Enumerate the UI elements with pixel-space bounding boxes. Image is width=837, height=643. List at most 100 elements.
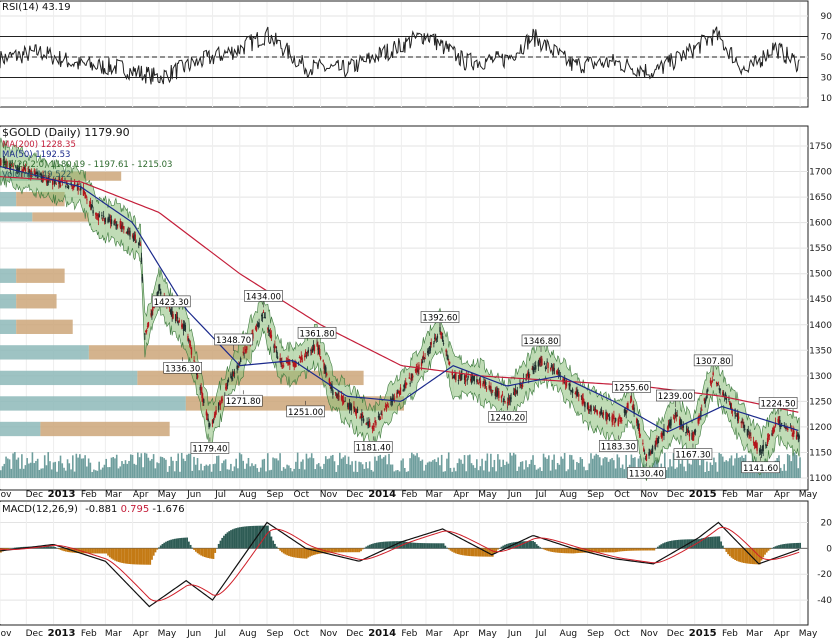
price-candle-body bbox=[193, 360, 194, 361]
volume-bar bbox=[413, 454, 415, 478]
volume-bar bbox=[241, 454, 243, 478]
price-candle-body bbox=[139, 240, 140, 241]
price-candle-body bbox=[320, 356, 321, 359]
volume-bar bbox=[174, 471, 176, 478]
volume-bar bbox=[320, 466, 322, 478]
volume-bar bbox=[105, 459, 107, 478]
price-x-tick-label: Aug bbox=[239, 490, 257, 500]
price-candle-body bbox=[477, 380, 478, 382]
price-candle-body bbox=[314, 346, 315, 351]
macd-histogram-bar bbox=[176, 539, 178, 549]
macd-histogram-bar bbox=[344, 548, 346, 552]
macd-histogram-bar bbox=[392, 541, 394, 548]
volume-bar bbox=[12, 453, 14, 478]
macd-histogram-bar bbox=[639, 548, 641, 550]
macd-histogram-bar bbox=[214, 548, 216, 553]
macd-histogram-bar bbox=[279, 548, 281, 550]
macd-x-tick-label: Aug bbox=[239, 629, 257, 639]
macd-histogram-bar bbox=[132, 548, 134, 564]
price-candle-body bbox=[535, 365, 536, 369]
volume-bar bbox=[23, 469, 25, 478]
price-candle-body bbox=[123, 226, 124, 229]
volume-bar bbox=[95, 470, 97, 478]
volume-bar bbox=[316, 464, 318, 478]
macd-x-tick-label: 2014 bbox=[368, 628, 396, 639]
macd-histogram-bar bbox=[411, 543, 413, 549]
macd-histogram-bar bbox=[286, 548, 288, 555]
volume-bar bbox=[689, 464, 691, 478]
volume-bar bbox=[685, 471, 687, 478]
macd-histogram-bar bbox=[378, 542, 380, 548]
macd-histogram-bar bbox=[197, 548, 199, 553]
macd-histogram-bar bbox=[736, 548, 738, 560]
price-candle-body bbox=[504, 401, 505, 402]
macd-legend-v1: -0.881 bbox=[85, 504, 117, 515]
macd-histogram-bar bbox=[285, 548, 287, 554]
volume-bar bbox=[239, 453, 241, 478]
macd-histogram-bar bbox=[790, 543, 792, 548]
volume-bar bbox=[718, 453, 720, 478]
price-candle-body bbox=[707, 390, 708, 391]
price-candle-body bbox=[517, 390, 518, 393]
macd-histogram-bar bbox=[530, 541, 532, 548]
price-candle-body bbox=[631, 399, 632, 401]
volume-bar bbox=[11, 469, 13, 478]
volume-bar bbox=[409, 458, 411, 478]
price-candle-body bbox=[490, 386, 491, 389]
volume-bar bbox=[787, 454, 789, 478]
volume-bar bbox=[516, 471, 518, 478]
macd-histogram-bar bbox=[680, 540, 682, 549]
macd-histogram-bar bbox=[676, 540, 678, 548]
macd-histogram-bar bbox=[743, 548, 745, 563]
price-x-tick-label: Jul bbox=[214, 490, 226, 500]
price-candle-body bbox=[756, 443, 757, 451]
volume-bar bbox=[608, 462, 610, 478]
price-candle-body bbox=[142, 277, 143, 282]
price-y-tick-label: 1750 bbox=[809, 142, 832, 152]
volume-bar bbox=[292, 471, 294, 478]
price-candle-body bbox=[639, 428, 640, 434]
volume-bar bbox=[738, 458, 740, 478]
macd-histogram-bar bbox=[357, 548, 359, 552]
macd-histogram-bar bbox=[497, 548, 499, 549]
price-candle-body bbox=[466, 375, 467, 377]
macd-histogram-bar bbox=[522, 541, 524, 548]
price-candle-body bbox=[178, 320, 179, 322]
volume-bar bbox=[669, 459, 671, 478]
price-x-tick-label: Apr bbox=[774, 490, 790, 500]
volume-bar bbox=[367, 468, 369, 478]
macd-x-tick-label: Jul bbox=[214, 629, 226, 639]
volume-bar bbox=[529, 464, 531, 478]
volume-by-price-green bbox=[0, 396, 186, 410]
volume-bar bbox=[457, 463, 459, 478]
price-candle-body bbox=[351, 404, 352, 410]
volume-bar bbox=[151, 459, 153, 478]
price-x-tick-label: Jul bbox=[535, 490, 547, 500]
volume-bar bbox=[186, 455, 188, 478]
price-candle-body bbox=[683, 425, 684, 427]
price-candle-body bbox=[642, 443, 643, 444]
macd-histogram-bar bbox=[63, 548, 65, 551]
macd-histogram-bar bbox=[283, 548, 285, 553]
price-candle-body bbox=[590, 406, 591, 412]
volume-bar bbox=[7, 458, 9, 478]
macd-histogram-bar bbox=[246, 526, 248, 548]
volume-bar bbox=[211, 472, 213, 478]
volume-bar bbox=[404, 468, 406, 478]
macd-histogram-bar bbox=[112, 548, 114, 559]
volume-bar bbox=[156, 462, 158, 478]
macd-histogram-bar bbox=[562, 548, 564, 553]
volume-bar bbox=[462, 464, 464, 478]
macd-legend-v3: -1.676 bbox=[152, 504, 184, 515]
macd-histogram-bar bbox=[404, 542, 406, 549]
macd-histogram-bar bbox=[186, 538, 188, 549]
macd-histogram-bar bbox=[769, 548, 771, 549]
price-candle-body bbox=[712, 380, 713, 382]
volume-bar bbox=[300, 462, 302, 478]
price-candle-body bbox=[701, 409, 702, 410]
volume-bar bbox=[111, 458, 113, 478]
volume-bar bbox=[191, 471, 193, 478]
macd-histogram-bar bbox=[202, 548, 204, 556]
macd-x-tick-label: May bbox=[799, 629, 818, 639]
volume-bar bbox=[557, 463, 559, 478]
